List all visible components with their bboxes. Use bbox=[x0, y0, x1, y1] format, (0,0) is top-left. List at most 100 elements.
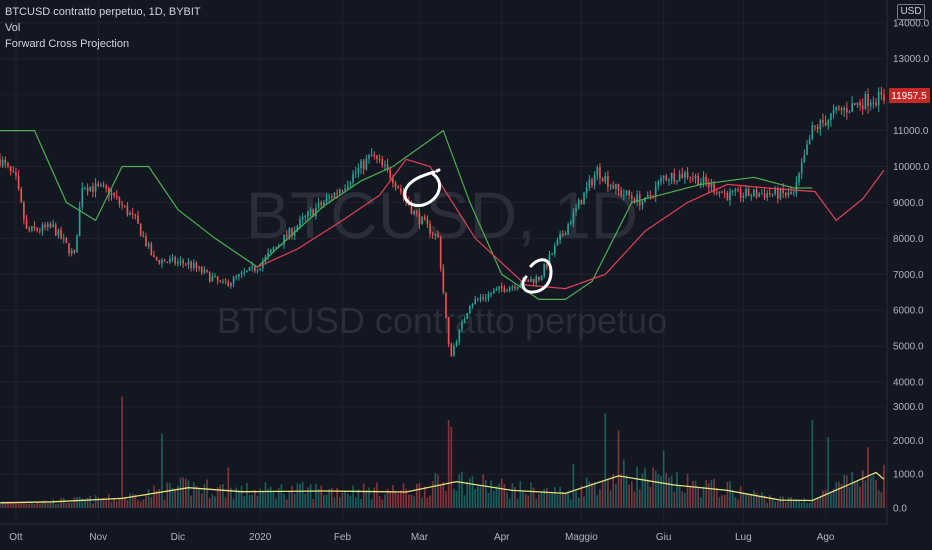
candle bbox=[628, 189, 630, 199]
volume-bar bbox=[259, 488, 261, 508]
candle-body bbox=[280, 244, 283, 246]
candle bbox=[421, 216, 423, 225]
candle-body bbox=[851, 103, 853, 112]
volume-bar bbox=[137, 500, 139, 508]
candle-body bbox=[52, 224, 54, 228]
candle-body bbox=[129, 212, 131, 216]
candle bbox=[702, 171, 705, 188]
volume-bar bbox=[694, 480, 697, 508]
candle bbox=[131, 207, 134, 220]
candle-body bbox=[54, 224, 57, 236]
volume-bar bbox=[20, 503, 23, 508]
candle-body bbox=[511, 286, 514, 288]
candle-body bbox=[676, 181, 678, 183]
candle bbox=[455, 339, 458, 348]
candle-body bbox=[36, 228, 38, 231]
candle-body bbox=[843, 107, 846, 111]
volume-bar bbox=[57, 503, 60, 508]
candle-body bbox=[38, 230, 41, 232]
candle bbox=[450, 342, 453, 358]
volume-bar bbox=[575, 491, 577, 508]
candle bbox=[697, 172, 699, 186]
volume-bar bbox=[301, 481, 304, 508]
time-axis[interactable]: Ott Nov Dic 2020 Feb Mar Apr Maggio Giu Lug Ago bbox=[0, 523, 932, 550]
volume-bar bbox=[604, 413, 607, 508]
candle-body bbox=[115, 195, 118, 198]
volume-bar bbox=[516, 498, 519, 508]
volume-bar bbox=[357, 489, 360, 508]
candle bbox=[384, 160, 386, 172]
currency-button[interactable]: USD bbox=[897, 4, 925, 20]
last-price-text: 11957.5 bbox=[891, 91, 927, 102]
candle-body bbox=[200, 266, 203, 273]
candle-body bbox=[370, 154, 373, 156]
candle-body bbox=[97, 183, 100, 186]
candle bbox=[36, 226, 38, 233]
candle-body bbox=[211, 276, 214, 282]
candle-body bbox=[389, 168, 392, 179]
volume-bar bbox=[848, 487, 851, 508]
candle bbox=[89, 186, 92, 192]
volume-bar bbox=[328, 488, 331, 508]
volume-bar bbox=[360, 499, 362, 508]
volume-bar bbox=[256, 495, 259, 508]
volume-bar bbox=[774, 501, 776, 508]
candle-body bbox=[28, 228, 31, 231]
candle bbox=[718, 191, 721, 198]
candle-body bbox=[734, 189, 737, 191]
candle-body bbox=[591, 179, 593, 186]
legend-indicator[interactable]: Forward Cross Projection bbox=[5, 38, 130, 50]
candle bbox=[222, 278, 224, 284]
candle-body bbox=[715, 192, 718, 194]
candle bbox=[506, 288, 508, 292]
candle-body bbox=[70, 250, 73, 254]
candle-body bbox=[315, 208, 317, 217]
volume-bar bbox=[591, 482, 593, 508]
candle-body bbox=[4, 159, 7, 164]
candle-body bbox=[158, 260, 161, 264]
candle bbox=[630, 191, 633, 204]
volume-bar bbox=[150, 497, 153, 508]
candle bbox=[115, 190, 118, 200]
volume-bar bbox=[832, 488, 835, 508]
candle bbox=[54, 222, 57, 237]
candle-body bbox=[630, 195, 633, 199]
candle bbox=[400, 184, 402, 195]
candle bbox=[633, 197, 636, 204]
candle-body bbox=[657, 181, 660, 187]
candle bbox=[394, 180, 397, 191]
candle-body bbox=[471, 303, 474, 306]
volume-bar bbox=[365, 490, 368, 508]
legend-volume[interactable]: Vol bbox=[5, 22, 21, 34]
price-axis[interactable]: 4000.0 5000.0 6000.0 7000.0 8000.0 9000.0 1000… bbox=[886, 0, 932, 524]
volume-bar bbox=[723, 494, 726, 508]
candle bbox=[543, 263, 546, 279]
candle bbox=[827, 118, 830, 130]
candle-body bbox=[737, 189, 739, 191]
volume-bar bbox=[362, 483, 365, 508]
legend-symbol[interactable]: BTCUSD contratto perpetuo, 1D, BYBIT bbox=[5, 6, 201, 18]
candle-body bbox=[803, 154, 806, 163]
volume-bar bbox=[243, 496, 246, 508]
volume-bar bbox=[240, 485, 243, 508]
volume-bar bbox=[78, 496, 81, 508]
candle-body bbox=[33, 226, 36, 229]
candle-body bbox=[240, 272, 243, 275]
candle bbox=[224, 278, 227, 285]
candle-body bbox=[100, 184, 102, 186]
candle bbox=[604, 172, 607, 185]
candle-body bbox=[678, 173, 681, 182]
volume-bar bbox=[368, 487, 370, 508]
candle-body bbox=[437, 234, 439, 238]
candle-body bbox=[697, 175, 699, 186]
candle bbox=[830, 112, 832, 127]
candle-body bbox=[880, 91, 883, 95]
candle-body bbox=[684, 172, 686, 179]
candle-body bbox=[131, 212, 134, 215]
candle bbox=[766, 190, 769, 202]
candle-body bbox=[530, 279, 532, 282]
candle bbox=[307, 210, 309, 221]
volume-bar bbox=[439, 485, 442, 508]
candle bbox=[665, 173, 668, 182]
